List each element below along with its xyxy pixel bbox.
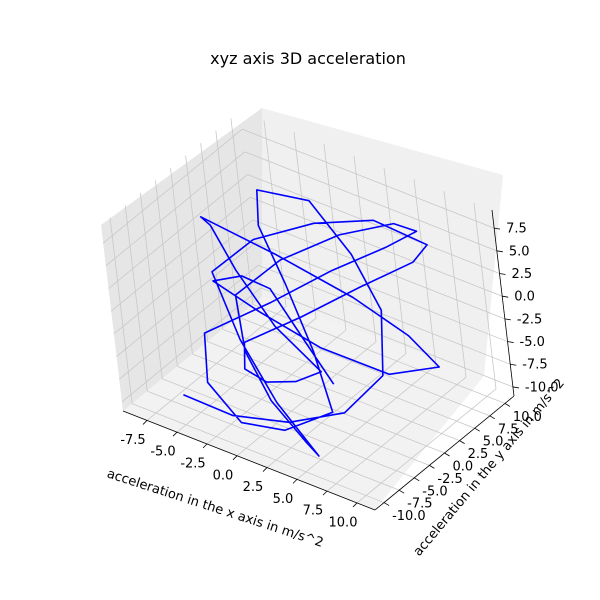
x-tick-mark [262, 467, 268, 472]
y-tick-mark [489, 415, 496, 420]
x-tick-mark [202, 443, 208, 449]
y-tick-label: -2.5 [437, 472, 462, 487]
grid-line-y-left [215, 130, 239, 317]
z-axis-line [491, 209, 515, 397]
z-tick-mark [510, 363, 517, 366]
z-tick-label: 2.5 [512, 267, 533, 282]
z-tick-label: -5.0 [520, 335, 545, 350]
y-tick-label: 2.5 [468, 447, 489, 462]
axis-ticks: -7.5-5.0-2.50.02.55.07.510.0 -10.0-7.5-5.… [120, 222, 558, 531]
z-tick-mark [494, 227, 501, 230]
grid-line-y-floor [222, 328, 475, 429]
grid-line-x-back [413, 179, 437, 366]
y-tick-label: 10.0 [513, 410, 542, 425]
y-tick-mark [414, 477, 420, 482]
x-tick-label: 7.5 [303, 504, 324, 519]
grid-line-x-back [263, 120, 287, 307]
y-tick-label: 0.0 [453, 460, 474, 475]
grid-line-z-back [244, 151, 497, 252]
z-tick-label: 5.0 [509, 244, 530, 259]
grid-line-z-back [252, 219, 506, 320]
y-tick-mark [474, 427, 480, 432]
x-tick-mark [322, 490, 328, 496]
grid-line-y-left [185, 155, 209, 342]
y-tick-label: -7.5 [407, 497, 432, 512]
grid-line-z-back [255, 242, 508, 342]
y-tick-label: -10.0 [392, 509, 426, 524]
grid-line-z-back [250, 196, 503, 297]
y-tick-mark [398, 489, 405, 494]
y-tick-label: -5.0 [422, 484, 447, 499]
series-group [183, 189, 441, 457]
x-tick-mark [352, 502, 358, 508]
series-line [183, 189, 441, 457]
grid-line-y-floor [147, 390, 400, 491]
grid-line-z-left [108, 174, 248, 289]
grid-line-y-left [139, 192, 163, 379]
grid-line-z-left [105, 151, 246, 267]
x-tick-label: 5.0 [273, 492, 294, 507]
grid-line-y-floor [237, 316, 490, 417]
x-tick-mark [172, 431, 178, 437]
grid-line-y-left [170, 167, 193, 355]
grid-line-z-back [260, 287, 514, 388]
grid-line-z-left [118, 264, 259, 380]
x-tick-mark [292, 479, 298, 484]
grid-line-y-floor [192, 353, 445, 454]
x-tick-mark [142, 420, 148, 425]
z-tick-mark [502, 295, 509, 298]
z-tick-mark [507, 341, 514, 343]
grid-line-x-back [473, 202, 497, 389]
grid-line-y-left [154, 180, 178, 367]
y-tick-mark [383, 502, 390, 506]
grid-line-z-left [113, 219, 254, 335]
z-tick-mark [512, 386, 519, 389]
grid-line-y-left [109, 217, 133, 404]
grid-line-z-left [110, 196, 251, 312]
grid-line-x-back [383, 167, 407, 354]
grid-line-x-back [443, 191, 467, 378]
grid-line-y-floor [177, 366, 430, 466]
grid-line-z-left [116, 242, 256, 357]
grid-line-y-floor [131, 403, 385, 503]
x-tick-label: -7.5 [120, 433, 145, 448]
y-tick-mark [444, 452, 450, 457]
x-tick-label: 0.0 [213, 468, 234, 483]
x-tick-mark [232, 455, 238, 461]
z-tick-label: -7.5 [522, 358, 547, 373]
chart-title: xyz axis 3D acceleration [210, 49, 406, 68]
z-tick-label: -10.0 [525, 380, 559, 395]
floor-pane [123, 297, 484, 510]
y-tick-mark [504, 403, 511, 407]
x-tick-label: 10.0 [329, 515, 358, 530]
y-tick-mark [459, 440, 465, 444]
back-pane [262, 108, 503, 376]
y-tick-label: 5.0 [483, 435, 504, 450]
grid-line-y-left [124, 205, 148, 392]
z-tick-label: 0.0 [514, 290, 535, 305]
z-tick-label: 7.5 [506, 222, 527, 237]
grid-line-z-back [247, 174, 500, 274]
z-tick-mark [499, 273, 506, 275]
x-axis-line [122, 410, 376, 511]
x-tick-label: -2.5 [180, 457, 205, 472]
grid-line-z-left [102, 128, 243, 244]
z-tick-label: -2.5 [517, 312, 542, 327]
y-tick-mark [429, 465, 435, 469]
grid-line-y-floor [252, 304, 506, 404]
z-tick-mark [504, 318, 511, 321]
grid-line-y-left [200, 143, 224, 330]
grid-line-y-left [230, 118, 254, 305]
x-tick-label: 2.5 [243, 480, 264, 495]
grid-line-z-back [242, 128, 495, 229]
grid-line-z-back [258, 264, 511, 365]
y-tick-label: 7.5 [498, 422, 519, 437]
x-tick-label: -5.0 [150, 445, 175, 460]
z-tick-mark [496, 250, 503, 253]
